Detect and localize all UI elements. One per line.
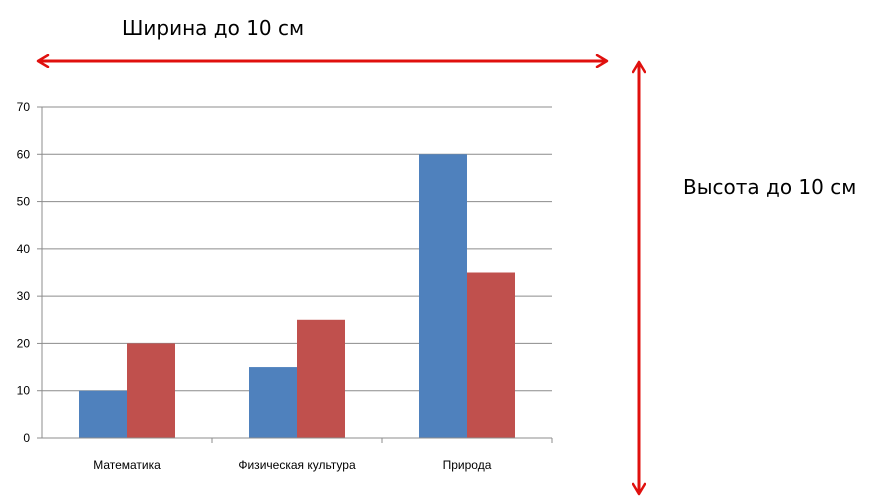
bar-series-2-1 [297, 319, 345, 438]
bar-series-1-2 [419, 154, 467, 439]
y-axis-ticks: 0 10 20 30 40 50 60 70 [17, 100, 42, 445]
width-annotation-label: Ширина до 10 см [122, 16, 304, 40]
y-tick-label: 30 [17, 289, 31, 303]
x-category-label: Физическая культура [238, 458, 356, 472]
x-category-label: Природа [443, 458, 492, 472]
y-tick-label: 50 [17, 195, 31, 209]
bar-series-1-1 [249, 367, 297, 438]
bar-series-2-2 [467, 272, 515, 438]
axes [41, 107, 552, 439]
y-tick-label: 40 [17, 242, 31, 256]
height-annotation-label: Высота до 10 см [683, 175, 856, 199]
y-tick-label: 60 [17, 147, 31, 161]
y-tick-label: 20 [17, 336, 31, 350]
y-tick-label: 70 [17, 100, 31, 114]
bar-series-1-0 [79, 390, 127, 438]
y-tick-label: 10 [17, 384, 31, 398]
bars [79, 154, 515, 439]
x-category-label: Математика [93, 458, 161, 472]
y-tick-label: 0 [23, 431, 30, 445]
bar-series-2-0 [127, 343, 175, 438]
x-axis-categories: Математика Физическая культура Природа [93, 438, 553, 472]
